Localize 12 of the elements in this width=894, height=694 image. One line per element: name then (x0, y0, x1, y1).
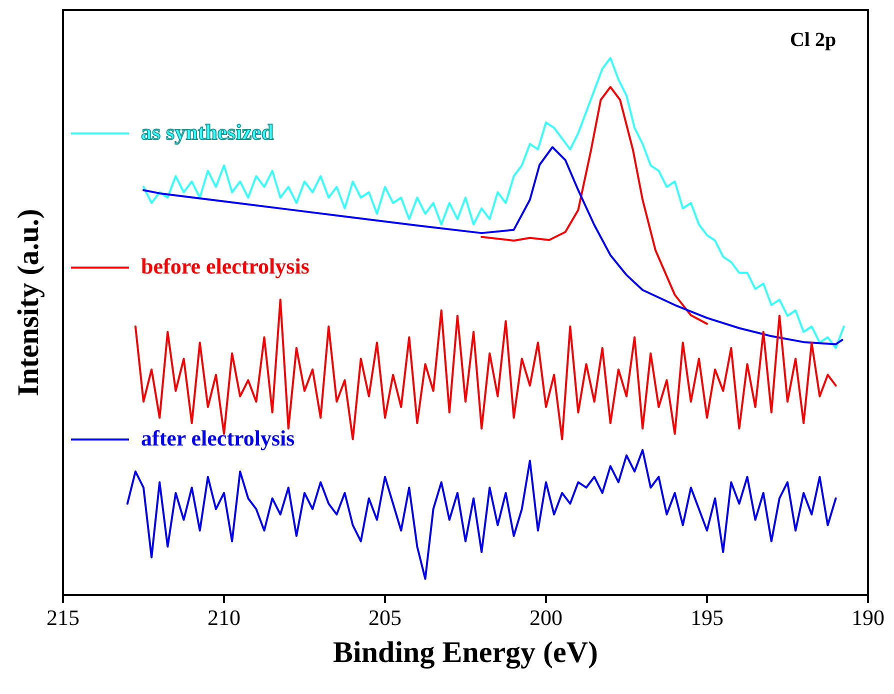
x-tick-label: 200 (530, 605, 562, 630)
x-tick-label: 205 (368, 605, 402, 630)
legend-label: as synthesized (141, 119, 274, 144)
legend-label: before electrolysis (141, 254, 310, 279)
text: Cl 2p (790, 29, 836, 51)
x-axis-title: Binding Energy (eV) (332, 636, 598, 669)
y-axis-title: Intensity (a.u.) (12, 208, 45, 396)
x-tick-label: 195 (690, 605, 724, 630)
x-tick-label: 190 (852, 605, 884, 630)
legend-label: after electrolysis (141, 425, 296, 450)
x-tick-label: 210 (208, 605, 240, 630)
x-tick-label: 215 (46, 605, 80, 630)
